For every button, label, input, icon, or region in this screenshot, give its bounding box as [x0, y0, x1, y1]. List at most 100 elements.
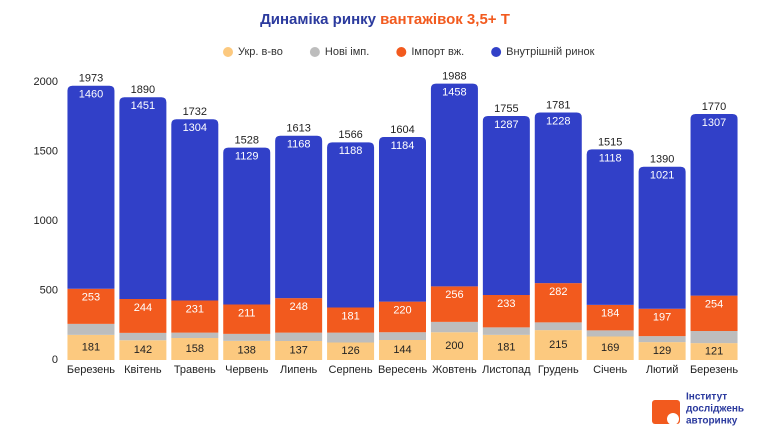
- data-label: 1129: [235, 151, 259, 163]
- legend-label: Імпорт вж.: [411, 46, 464, 58]
- total-label: 1973: [79, 73, 103, 85]
- bar-segment: [171, 338, 219, 360]
- data-label: 1188: [339, 145, 363, 157]
- x-tick-label: Липень: [280, 364, 318, 376]
- bar-segment: [638, 342, 686, 360]
- bar-segment: [482, 116, 530, 295]
- bar-segment: [534, 112, 582, 284]
- logo-text: досліджень: [686, 404, 744, 415]
- data-label: 253: [82, 292, 100, 304]
- bar-segment: [690, 330, 738, 344]
- data-label: 211: [238, 307, 256, 319]
- bar-segment: [275, 298, 323, 333]
- bar-segment: [327, 142, 375, 308]
- data-label: 256: [445, 289, 463, 301]
- bar-segment: [67, 288, 115, 324]
- bar-segment: [430, 286, 478, 322]
- data-label: 158: [186, 343, 204, 355]
- x-tick-label: Квітень: [124, 364, 162, 376]
- total-label: 1755: [494, 103, 518, 115]
- bar-segment: [275, 135, 323, 299]
- bar-segment: [638, 336, 686, 343]
- title-part: вантажівок 3,5+ Т: [380, 11, 510, 28]
- bar-segment: [223, 340, 271, 360]
- x-tick-label: Серпень: [329, 364, 373, 376]
- data-label: 181: [341, 310, 359, 322]
- bar-segment: [379, 332, 426, 340]
- x-tick-label: Листопад: [482, 364, 531, 376]
- total-label: 1781: [546, 99, 570, 111]
- bar-segment: [171, 300, 219, 333]
- y-tick-label: 1000: [34, 215, 58, 227]
- bar-segment: [327, 307, 375, 333]
- data-label: 142: [134, 344, 152, 356]
- logo-text: Інститут: [686, 392, 727, 403]
- bar-segment: [586, 330, 634, 337]
- legend-label: Нові імп.: [325, 46, 369, 58]
- x-tick-label: Жовтень: [432, 364, 477, 376]
- data-label: 1228: [546, 115, 570, 127]
- data-label: 169: [601, 342, 619, 354]
- y-tick-label: 2000: [34, 76, 58, 88]
- data-label: 137: [289, 344, 307, 356]
- bar-segment: [119, 332, 167, 341]
- total-label: 1390: [650, 154, 674, 166]
- data-label: 244: [134, 302, 152, 314]
- data-label: 129: [653, 345, 671, 357]
- bar-segment: [379, 301, 426, 333]
- bar-segment: [379, 137, 426, 302]
- bar-segment: [275, 332, 323, 341]
- bar-segment: [638, 166, 686, 309]
- bar-segment: [223, 304, 271, 334]
- bar-segment: [430, 83, 478, 287]
- x-tick-label: Березень: [67, 364, 115, 376]
- data-label: 181: [82, 341, 100, 353]
- bar-segment: [586, 149, 634, 305]
- bar-segment: [638, 308, 686, 337]
- bar-segment: [534, 330, 582, 360]
- bar-segment: [430, 332, 478, 360]
- bar-segment: [171, 119, 219, 301]
- legend-marker: [223, 47, 233, 57]
- bar-segment: [482, 334, 530, 360]
- x-tick-label: Вересень: [378, 364, 427, 376]
- data-label: 1458: [442, 87, 466, 99]
- data-label: 200: [445, 340, 463, 352]
- data-label: 1451: [131, 100, 155, 112]
- total-label: 1604: [390, 124, 414, 136]
- bar-segment: [534, 283, 582, 323]
- data-label: 181: [497, 341, 515, 353]
- bar-segment: [171, 332, 219, 339]
- y-tick-label: 500: [40, 284, 58, 296]
- data-label: 1307: [702, 117, 726, 129]
- bar-segment: [430, 321, 478, 333]
- logo: Інститут досліджень авторинку: [652, 392, 744, 427]
- title-part: Динаміка ринку: [260, 11, 377, 28]
- bar-segment: [379, 339, 426, 360]
- data-label: 138: [238, 344, 256, 356]
- legend-label: Укр. в-во: [238, 46, 283, 58]
- data-label: 254: [705, 299, 723, 311]
- bar-segment: [119, 298, 167, 333]
- legend-marker: [491, 47, 502, 57]
- bar-segment: [482, 327, 530, 335]
- bar-segment: [586, 304, 634, 331]
- data-label: 1168: [287, 139, 311, 151]
- total-label: 1566: [338, 129, 362, 141]
- x-tick-label: Березень: [690, 364, 738, 376]
- bar-segment: [223, 147, 271, 305]
- data-label: 1304: [183, 122, 207, 134]
- data-label: 144: [393, 344, 411, 356]
- data-label: 215: [549, 339, 567, 351]
- data-label: 1118: [599, 152, 622, 164]
- total-label: 1515: [598, 136, 622, 148]
- total-label: 1988: [442, 71, 466, 83]
- data-label: 1460: [79, 89, 103, 101]
- bar-segment: [586, 336, 634, 360]
- data-label: 184: [601, 308, 619, 320]
- y-tick-label: 0: [52, 354, 58, 366]
- data-label: 126: [341, 345, 359, 357]
- data-label: 231: [186, 303, 204, 315]
- bar-segment: [690, 113, 738, 296]
- y-tick-label: 1500: [34, 145, 58, 157]
